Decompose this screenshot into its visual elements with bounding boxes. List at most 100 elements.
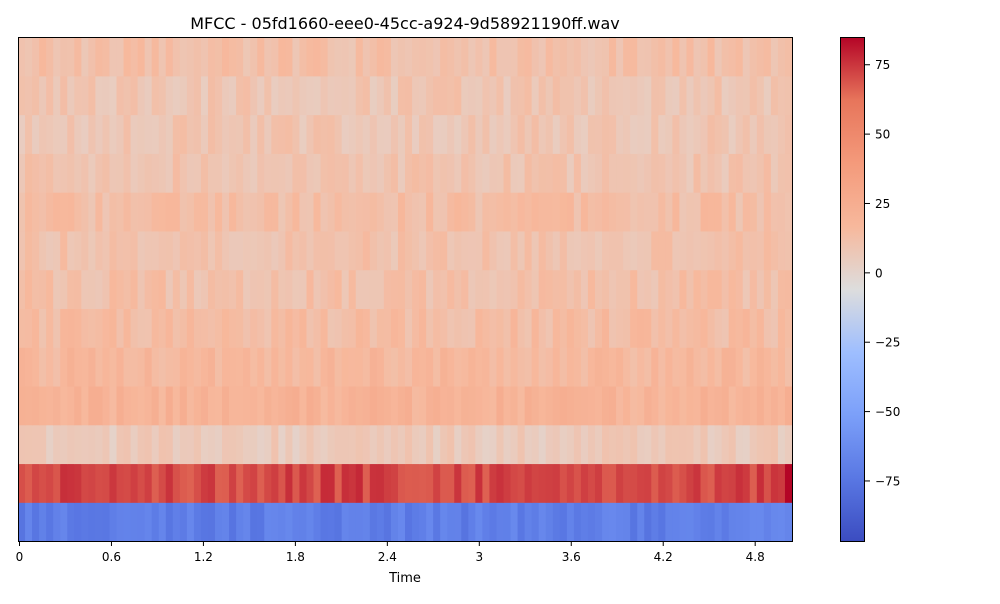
heatmap-cell [630,269,638,309]
heatmap-cell [355,37,364,77]
heatmap-cell [735,463,744,503]
heatmap-cell [32,502,40,542]
heatmap-cell [74,37,82,77]
heatmap-cell [179,114,188,154]
heatmap-cell [376,230,385,271]
heatmap-cell [207,463,216,503]
heatmap-cell [693,424,702,465]
heatmap-cell [271,347,279,387]
heatmap-cell [257,463,265,503]
heatmap-cell [355,385,364,426]
heatmap-cell [524,385,533,426]
heatmap-cell [116,37,125,77]
heatmap-cell [700,424,709,465]
heatmap-cell [658,37,666,77]
heatmap-cell [130,230,139,271]
heatmap-cell [46,37,54,77]
heatmap-cell [397,385,406,426]
heatmap-cell [137,463,146,503]
heatmap-cell [503,424,512,465]
heatmap-cell [545,308,554,348]
heatmap-cell [285,385,294,426]
heatmap-cell [320,269,329,309]
heatmap-cell [53,230,61,271]
heatmap-cell [784,153,793,193]
heatmap-cell [679,424,688,465]
heatmap-cell [362,37,371,77]
heatmap-cell [102,153,111,193]
heatmap-cell [313,192,322,232]
heatmap-cell [742,347,751,387]
heatmap-cell [144,269,153,309]
heatmap-cell [679,308,688,348]
heatmap-cell [616,385,624,426]
heatmap-cell [179,153,188,193]
heatmap-cell [566,385,575,426]
heatmap-cell [74,463,82,503]
heatmap-cell [109,424,118,465]
heatmap-cell [327,153,336,193]
heatmap-cell [18,192,26,232]
heatmap-cell [573,463,582,503]
heatmap-cell [67,308,75,348]
heatmap-cell [179,463,188,503]
heatmap-cell [25,75,33,116]
heatmap-cell [32,385,40,426]
heatmap-cell [742,230,751,271]
heatmap-cell [728,37,737,77]
heatmap-cell [81,75,89,116]
heatmap-cell [151,463,160,503]
heatmap-cell [292,308,301,348]
heatmap-cell [651,308,659,348]
heatmap-cell [609,269,617,309]
heatmap-cell [742,75,751,116]
heatmap-cell [538,385,547,426]
heatmap-cell [186,153,195,193]
heatmap-cell [496,153,505,193]
heatmap-cell [454,37,462,77]
heatmap-cell [257,424,265,465]
heatmap-cell [658,424,666,465]
heatmap-cell [658,230,666,271]
heatmap-cell [616,308,624,348]
heatmap-cell [264,424,272,465]
heatmap-cell [510,308,519,348]
heatmap-cell [200,75,209,116]
heatmap-cell [594,463,603,503]
heatmap-cell [623,37,631,77]
heatmap-cell [412,153,420,193]
heatmap-cell [770,424,779,465]
heatmap-cell [102,75,111,116]
heatmap-cell [637,192,645,232]
heatmap-cell [299,463,308,503]
heatmap-cell [510,75,519,116]
heatmap-cell [721,502,730,542]
heatmap-cell [285,463,294,503]
heatmap-cell [186,347,195,387]
heatmap-cell [405,37,413,77]
heatmap-cell [602,230,610,271]
heatmap-cell [158,75,167,116]
heatmap-cell [95,502,104,542]
heatmap-cell [784,230,793,271]
heatmap-cell [165,347,174,387]
heatmap-cell [419,463,427,503]
heatmap-cell [341,502,350,542]
heatmap-cell [236,385,244,426]
heatmap-cell [222,424,230,465]
heatmap-cell [95,153,104,193]
heatmap-cell [742,308,751,348]
heatmap-cell [369,37,378,77]
heatmap-cell [53,75,61,116]
heatmap-cell [60,269,68,309]
heatmap-cell [172,192,181,232]
heatmap-cell [531,502,540,542]
heatmap-cell [587,37,596,77]
heatmap-cell [594,37,603,77]
heatmap-cell [229,114,237,154]
heatmap-cell [320,502,329,542]
heatmap-cell [538,269,547,309]
heatmap-cell [292,502,301,542]
heatmap-cell [341,347,350,387]
heatmap-cell [200,230,209,271]
